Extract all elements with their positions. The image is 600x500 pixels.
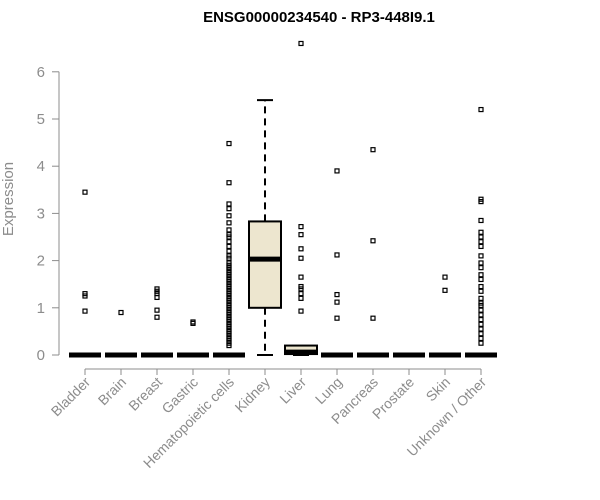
chart-title: ENSG00000234540 - RP3-448I9.1 xyxy=(203,9,435,26)
outlier-point xyxy=(478,217,484,224)
y-tick-label: 1 xyxy=(37,300,45,317)
outlier-point xyxy=(370,147,376,153)
outlier-point xyxy=(478,321,484,327)
outlier-point xyxy=(478,331,484,337)
outlier-point xyxy=(82,189,88,195)
outlier-point xyxy=(154,294,160,301)
outlier-point xyxy=(478,239,484,245)
outlier-point xyxy=(478,317,484,323)
outlier-point xyxy=(478,234,484,240)
outlier-point xyxy=(298,255,304,261)
outlier-point xyxy=(226,234,232,240)
x-tick-label: Kidney xyxy=(232,374,274,416)
outlier-point xyxy=(478,326,484,332)
box-skin xyxy=(429,274,461,358)
outlier-point xyxy=(298,295,304,301)
outlier-point xyxy=(478,312,484,318)
outlier-point xyxy=(226,342,232,349)
box-brain xyxy=(105,309,137,358)
outlier-point xyxy=(478,260,484,266)
y-tick-label: 4 xyxy=(37,158,45,175)
outlier-point xyxy=(478,340,484,346)
box-breast xyxy=(141,286,173,358)
outlier-point xyxy=(226,220,232,226)
outlier-point xyxy=(226,206,232,212)
y-tick-label: 3 xyxy=(37,205,45,222)
outlier-point xyxy=(118,309,124,316)
box-kidney xyxy=(248,99,282,356)
x-tick-label: Skin xyxy=(423,374,454,405)
outlier-point xyxy=(334,299,340,305)
outlier-point xyxy=(82,308,88,314)
outlier-point xyxy=(226,255,232,261)
outlier-point xyxy=(154,314,160,320)
outlier-point xyxy=(442,274,448,280)
outlier-point xyxy=(226,227,232,233)
y-tick-label: 0 xyxy=(37,347,45,364)
plot-area xyxy=(69,40,497,358)
outlier-point xyxy=(226,213,232,219)
box-lung xyxy=(321,168,353,358)
box-hematopoietic-cells xyxy=(213,140,245,358)
outlier-point xyxy=(226,201,232,207)
outlier-point xyxy=(478,307,484,313)
outlier-point xyxy=(226,243,232,250)
outlier-point xyxy=(478,272,484,278)
outlier-point xyxy=(334,291,340,298)
outlier-point xyxy=(478,335,484,342)
outlier-point xyxy=(298,274,304,280)
outlier-point xyxy=(226,248,232,254)
outlier-point xyxy=(82,293,88,299)
outlier-point xyxy=(370,238,376,244)
box-bladder xyxy=(69,189,101,358)
outlier-point xyxy=(478,295,484,301)
outlier-point xyxy=(478,106,484,113)
outlier-point xyxy=(334,315,340,321)
outlier-point xyxy=(298,308,304,314)
outlier-point xyxy=(478,302,484,309)
outlier-point xyxy=(334,252,340,258)
outlier-point xyxy=(478,276,484,283)
outlier-point xyxy=(226,140,232,147)
x-tick-label: Breast xyxy=(125,374,165,414)
box-unknown-other xyxy=(465,106,497,358)
y-axis: 0 1 2 3 4 5 6 xyxy=(37,64,60,364)
x-tick-label: Bladder xyxy=(48,374,94,420)
outlier-point xyxy=(478,283,484,290)
box-liver xyxy=(284,40,318,356)
y-tick-label: 5 xyxy=(37,111,45,128)
y-axis-label: Expression xyxy=(0,162,17,236)
outlier-point xyxy=(298,232,304,238)
box-gastric xyxy=(177,319,209,358)
outlier-point xyxy=(190,320,196,326)
outlier-point xyxy=(478,243,484,250)
outlier-point xyxy=(478,265,484,271)
outlier-point xyxy=(442,287,448,293)
box-pancreas xyxy=(357,147,389,358)
outlier-point xyxy=(478,253,484,259)
outlier-point xyxy=(298,246,304,252)
y-tick-label: 2 xyxy=(37,253,45,270)
y-tick-label: 6 xyxy=(37,64,45,81)
outlier-point xyxy=(478,229,484,235)
outlier-point xyxy=(334,168,340,174)
outlier-point xyxy=(226,239,232,245)
x-tick-label: Liver xyxy=(276,374,309,407)
outlier-point xyxy=(478,199,484,205)
x-tick-label: Brain xyxy=(95,374,129,408)
outlier-point xyxy=(298,40,304,47)
box-body xyxy=(248,220,282,309)
outlier-point xyxy=(154,307,160,313)
outlier-point xyxy=(478,288,484,294)
outlier-point xyxy=(370,315,376,321)
outlier-point xyxy=(226,180,232,186)
outlier-point xyxy=(298,224,304,230)
outlier-point xyxy=(298,286,304,292)
outlier-point xyxy=(298,291,304,297)
